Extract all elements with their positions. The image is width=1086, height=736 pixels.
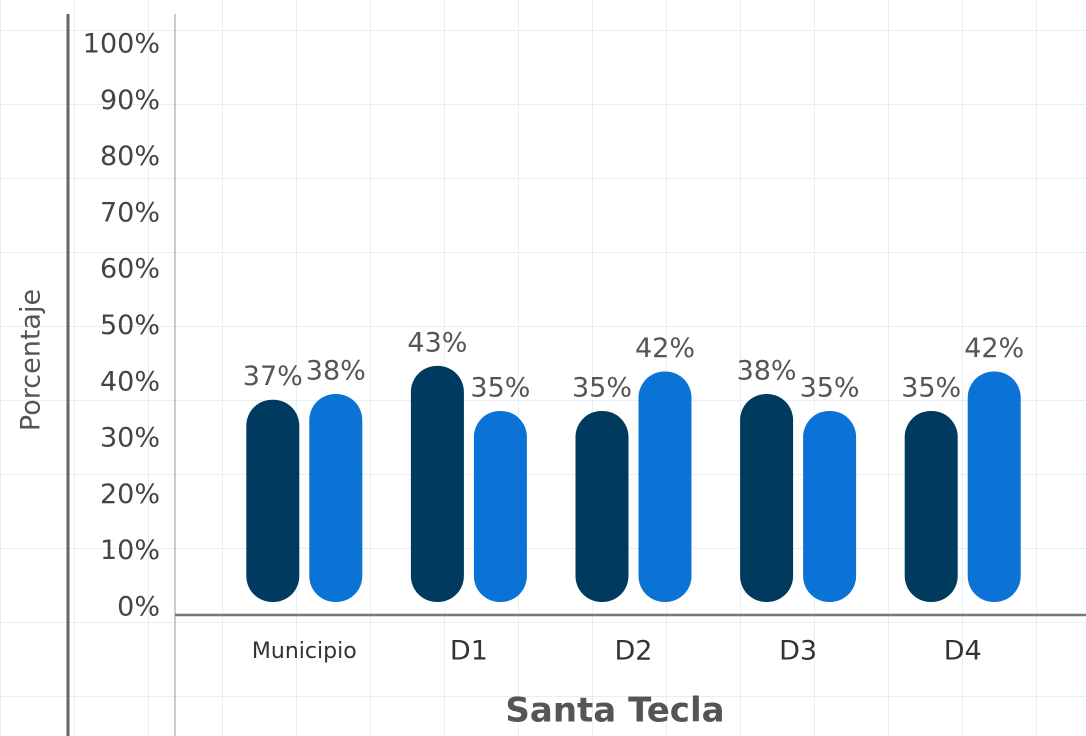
value-label: 38%: [306, 356, 366, 387]
y-axis-title: Porcentaje: [16, 289, 47, 431]
bar: [740, 394, 794, 602]
x-tick-label: D3: [779, 636, 817, 667]
value-label: 35%: [470, 372, 530, 403]
bar: [803, 410, 857, 602]
y-tick-label: 30%: [100, 423, 160, 454]
value-label: 43%: [407, 327, 467, 358]
x-tick-label: D1: [450, 636, 488, 667]
y-tick-label: 60%: [100, 254, 160, 285]
y-tick-label: 20%: [100, 479, 160, 510]
value-label: 37%: [243, 361, 303, 392]
bar: [309, 394, 363, 602]
y-tick-label: 40%: [100, 366, 160, 397]
y-tick-label: 50%: [100, 310, 160, 341]
bar: [246, 399, 300, 602]
y-tick-label: 70%: [100, 197, 160, 228]
y-tick-label: 10%: [100, 535, 160, 566]
x-axis-title: Santa Tecla: [505, 691, 724, 731]
bar: [575, 410, 629, 602]
value-label: 38%: [737, 356, 797, 387]
value-label: 42%: [635, 333, 695, 364]
x-tick-label: D4: [944, 636, 982, 667]
bar: [904, 410, 958, 602]
y-tick-label: 90%: [100, 85, 160, 116]
value-label: 35%: [572, 372, 632, 403]
y-tick-label: 0%: [117, 592, 160, 623]
y-tick-label: 100%: [83, 29, 160, 60]
bar: [638, 371, 692, 602]
bar: [410, 365, 464, 602]
x-tick-label: Municipio: [252, 639, 357, 664]
bar: [473, 410, 527, 602]
value-label: 35%: [901, 372, 961, 403]
x-tick-label: D2: [615, 636, 653, 667]
bar: [967, 371, 1021, 602]
value-label: 35%: [800, 372, 860, 403]
value-label: 42%: [964, 333, 1024, 364]
y-tick-label: 80%: [100, 141, 160, 172]
